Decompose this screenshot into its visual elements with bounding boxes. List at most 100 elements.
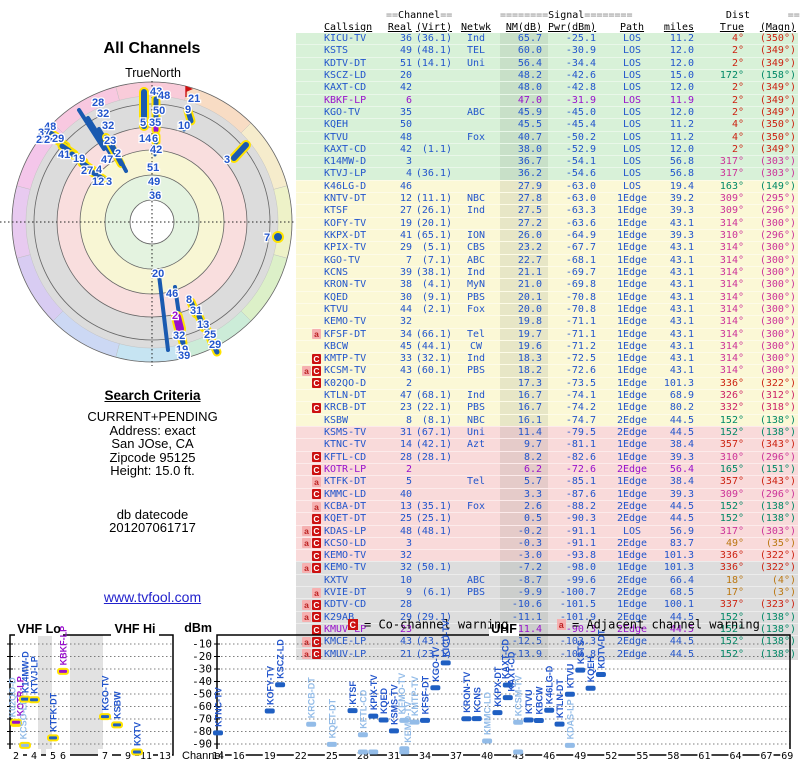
network: TEL: [466, 45, 486, 57]
dbm-tick-label: -80: [192, 725, 212, 738]
column-header-miles: miles: [663, 21, 694, 33]
channel-tick-label: 11: [140, 751, 152, 762]
azimuth-true: 337°: [719, 599, 744, 611]
distance-miles: 44.5: [669, 513, 694, 525]
adjacent-warning-badge: a: [312, 329, 321, 340]
azimuth-magnetic: (158°): [759, 69, 796, 81]
azimuth-true: 314°: [719, 340, 744, 352]
distance-miles: 101.3: [663, 377, 694, 389]
azimuth-true: 314°: [719, 365, 744, 377]
callsign: KGO-TV: [324, 254, 361, 266]
tvfool-link[interactable]: www.tvfool.com: [103, 589, 202, 605]
radar-marker: [210, 340, 220, 355]
radar-channel-label: 41: [58, 149, 70, 161]
callsign: KXTV: [324, 574, 349, 586]
power-dbm: -98.0: [565, 562, 596, 574]
svg-text:C: C: [350, 620, 357, 630]
callsign: K46LG-D: [324, 180, 367, 192]
path: 2Edge: [616, 636, 648, 648]
virtual-channel: (25.1): [415, 513, 452, 525]
azimuth-true: 314°: [719, 279, 744, 291]
channel-tick-label: 61: [698, 751, 710, 762]
station-label: KAXT-CD: [506, 651, 516, 691]
callsign: KRON-TV: [324, 279, 367, 291]
station-label: KCNS: [472, 687, 482, 713]
noise-margin: 20.0: [500, 303, 548, 316]
callsign: KEMO-TV: [324, 316, 367, 328]
radar-channel-label: 50: [153, 105, 165, 117]
channel-tick-label: 31: [388, 751, 400, 762]
distance-miles: 39.3: [669, 230, 694, 241]
azimuth-magnetic: (350°): [759, 119, 796, 131]
adjacent-warning-badge: a: [302, 563, 311, 574]
table-row: KBKF-LP 6 47.0 -31.9 LOS 11.9 2° (349°): [296, 93, 798, 106]
azimuth-true: 49°: [725, 537, 744, 549]
radar-channel-label: 32: [97, 108, 109, 120]
column-header-real: Real: [387, 21, 412, 33]
virtual-channel: (44.1): [415, 340, 452, 352]
azimuth-magnetic: (295°): [759, 193, 796, 205]
path: LOS: [622, 119, 642, 131]
path: LOS: [622, 45, 642, 57]
radar-channel-label: 9: [185, 104, 191, 116]
real-channel: 32: [399, 550, 412, 562]
power-dbm: -87.6: [565, 488, 596, 500]
cochannel-warning-badge: C: [312, 550, 321, 561]
noise-margin: -7.2: [500, 562, 548, 574]
channel-tick-label: 4: [31, 751, 37, 762]
callsign: KQED: [324, 291, 349, 303]
path: 2Edge: [616, 648, 648, 660]
signal-marker: [378, 717, 389, 723]
callsign: K14MW-D: [324, 156, 367, 168]
power-dbm: -91.1: [565, 525, 596, 537]
radar-channel-label: 4: [96, 164, 103, 176]
power-dbm: -73.5: [565, 377, 596, 389]
table-row: KEMO-TV 32 19.8 -71.1 1Edge 43.1 314° (300°): [296, 315, 798, 328]
power-dbm: -74.7: [565, 414, 596, 426]
radar-channel-label: 3: [224, 154, 230, 166]
azimuth-magnetic: (349°): [759, 57, 796, 69]
virtual-channel: (1.1): [421, 143, 452, 155]
radar-plot: 43 48 50 5 35 14 6 42 51 49 36 21 9 10 3 7 28 32 32 23 2 47 48…: [0, 25, 310, 370]
distance-miles: 12.0: [669, 45, 694, 57]
callsign: K29AB: [324, 611, 355, 623]
table-row: KTVU 44 (2.1) Fox 20.0 -70.8 1Edge 43.1 314° (300…: [296, 302, 798, 316]
azimuth-true: 152°: [719, 427, 744, 438]
azimuth-true: 152°: [719, 513, 744, 525]
azimuth-magnetic: (4°): [771, 574, 796, 586]
search-criteria: Search Criteria CURRENT+PENDING Address:…: [0, 388, 305, 535]
azimuth-true: 4°: [731, 33, 744, 44]
warning-markers: C: [296, 353, 324, 364]
power-dbm: -72.5: [565, 353, 596, 365]
station-label: KMMC-LD: [483, 692, 493, 735]
station-label: KRCB-DT: [307, 677, 317, 718]
callsign: KICU-TV: [324, 33, 367, 44]
callsign: KBCW: [324, 340, 349, 352]
azimuth-magnetic: (312°): [759, 390, 796, 402]
signal-marker: [595, 672, 606, 677]
path: 1Edge: [616, 242, 648, 254]
path: LOS: [622, 180, 642, 192]
noise-margin: 19.6: [500, 340, 548, 353]
callsign: KSMS-TV: [324, 427, 367, 438]
distance-miles: 43.1: [669, 279, 694, 291]
path: 1Edge: [616, 230, 648, 241]
real-channel: 21: [399, 648, 412, 660]
virtual-channel: (65.1): [415, 230, 452, 241]
adjacent-warning-badge: a: [302, 366, 311, 377]
distance-miles: 12.0: [669, 143, 694, 155]
channel-tick-label: 64: [729, 751, 741, 762]
cochannel-warning-badge: C: [312, 489, 321, 500]
real-channel: 29: [399, 242, 412, 254]
virtual-channel: (11.1): [415, 193, 452, 205]
radar-channel-label: 36: [149, 190, 161, 202]
virtual-channel: (48.1): [415, 45, 452, 57]
power-dbm: -71.2: [565, 340, 596, 352]
table-row: KAXT-CD 42 (1.1) 38.0 -52.9 LOS 12.0 2° (349°): [296, 142, 798, 156]
cochannel-warning-badge: C: [312, 353, 321, 364]
path: 2Edge: [616, 537, 648, 549]
azimuth-true: 2°: [731, 45, 744, 57]
station-label: KQEH: [586, 656, 596, 682]
